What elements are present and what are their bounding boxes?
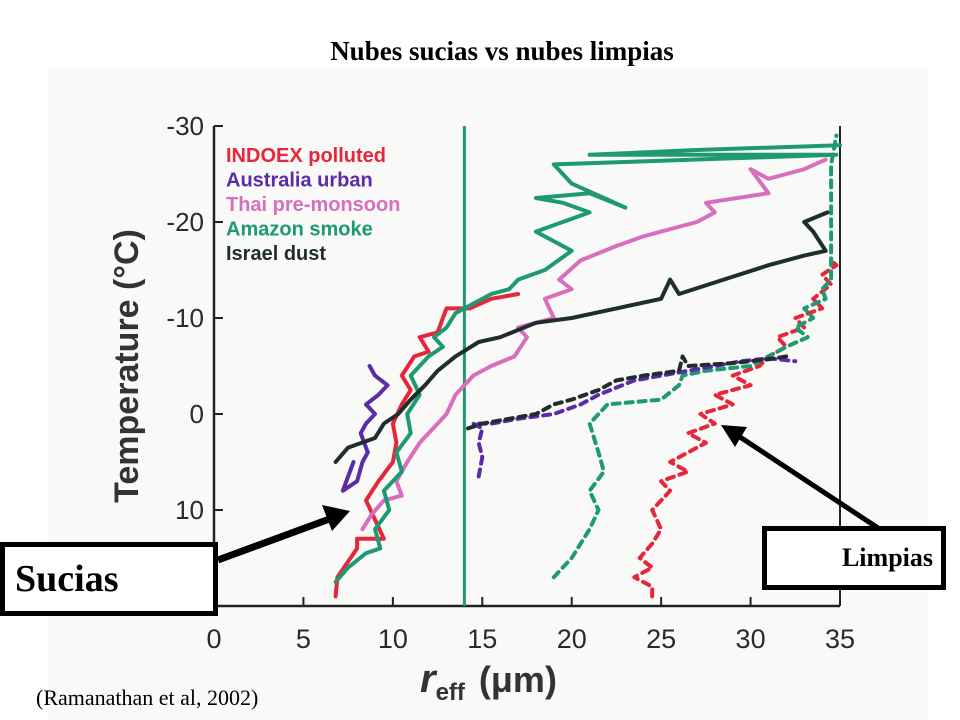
x-axis-title-subscript: eff xyxy=(436,679,466,706)
series-layer xyxy=(333,133,842,599)
arrow-to-clean-clouds xyxy=(738,434,880,531)
x-axis-title-unit: (μm) xyxy=(479,659,557,700)
x-axis-title-symbol: r xyxy=(420,657,438,701)
x-tick-label: 20 xyxy=(557,624,587,654)
x-tick-label: 25 xyxy=(646,624,676,654)
x-tick-label: 15 xyxy=(467,624,497,654)
x-tick-label: 35 xyxy=(825,624,855,654)
y-tick-label: -20 xyxy=(166,207,204,237)
series-line-indoex-polluted xyxy=(333,292,521,599)
citation: (Ramanathan et al, 2002) xyxy=(36,685,259,710)
x-tick-label: 0 xyxy=(206,624,221,654)
x-axis-title: reff (μm) xyxy=(420,657,557,706)
axis-titles: Temperature (°C) reff (μm) xyxy=(108,229,557,706)
series-line-thai-pre-monsoon xyxy=(360,157,828,532)
series-line-israel-dust xyxy=(333,210,830,464)
y-tick-label: 10 xyxy=(175,495,204,525)
y-tick-label: 0 xyxy=(190,399,204,429)
series-line-dashed xyxy=(466,354,789,431)
series-line-australia-urban xyxy=(340,364,390,493)
x-tick-label: 30 xyxy=(736,624,766,654)
legend-entry: Israel dust xyxy=(226,243,326,265)
legend-entry: Amazon smoke xyxy=(226,219,373,241)
legend-entry: INDOEX polluted xyxy=(226,145,386,167)
series-line-dashed xyxy=(632,258,839,599)
x-tick-label: 10 xyxy=(378,624,408,654)
sucias-label-box: Sucias xyxy=(0,542,218,616)
x-tick-label: 5 xyxy=(296,624,311,654)
y-tick-label: -10 xyxy=(166,303,204,333)
slide-title: Nubes sucias vs nubes limpias xyxy=(330,36,674,66)
series-line-amazon-smoke xyxy=(333,143,842,584)
arrow-head-dirty xyxy=(322,505,350,531)
limpias-label: Limpias xyxy=(841,543,933,572)
limpias-label-box: Limpias xyxy=(762,526,946,590)
y-tick-label: -30 xyxy=(166,111,204,141)
arrow-to-dirty-clouds xyxy=(216,513,337,564)
series-line-dashed xyxy=(471,356,798,479)
legend-entry: Thai pre-monsoon xyxy=(226,194,400,216)
annotation-arrows xyxy=(216,425,880,564)
y-axis-title: Temperature (°C) xyxy=(108,229,146,503)
arrow-head-clean xyxy=(721,425,747,447)
legend-entry: Australia urban xyxy=(226,170,373,192)
series-line-dashed xyxy=(551,133,839,580)
sucias-label: Sucias xyxy=(15,558,119,600)
